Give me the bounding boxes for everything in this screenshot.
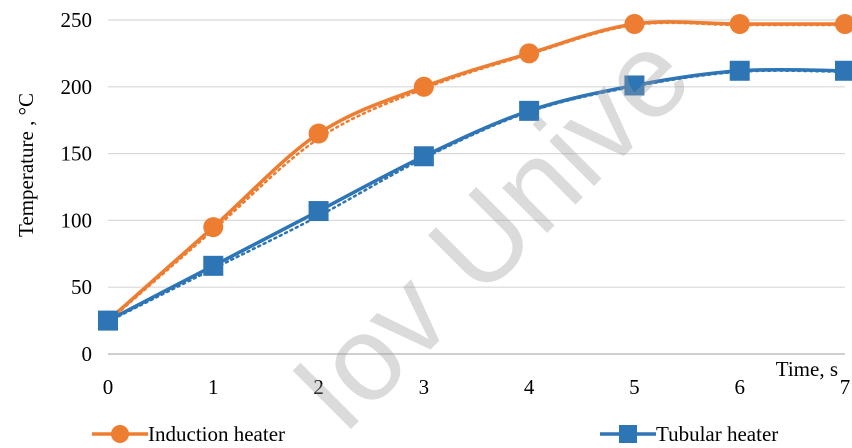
data-point [729,60,750,81]
data-point [308,201,329,222]
data-point [308,123,329,144]
y-axis-ticks: 0 50 100 150 200 250 [61,8,93,366]
data-point [413,76,434,97]
x-tick-label: 1 [208,375,219,399]
data-point [203,255,224,276]
data-point [624,75,645,96]
x-tick-label: 7 [840,375,851,399]
data-point [519,43,540,64]
x-tick-label: 5 [629,375,640,399]
watermark-text: Iov Unive [267,7,715,448]
y-tick-label: 150 [61,142,93,166]
data-point [98,310,118,331]
x-axis-ticks: 0 1 2 3 4 5 6 7 [103,375,851,399]
x-tick-label: 6 [734,375,745,399]
series-markers [98,14,852,331]
x-tick-label: 4 [524,375,535,399]
y-tick-label: 100 [61,208,93,232]
data-point [413,146,434,167]
y-tick-label: 200 [61,75,93,99]
x-tick-label: 3 [419,375,430,399]
series-line-2 [107,67,846,323]
legend-marker-2 [619,425,637,443]
data-point [519,100,540,121]
gridlines [108,19,845,288]
legend: Induction heater Tubular heater [92,422,778,446]
legend-marker-1 [111,425,129,443]
x-tick-label: 0 [103,375,114,399]
legend-label-1: Induction heater [148,422,285,446]
data-point [729,14,750,35]
x-axis-title: Time, s [776,357,838,381]
y-axis-title: Temperature , °C [14,93,38,237]
data-point [835,14,852,35]
data-point [203,217,224,238]
x-tick-label: 2 [313,375,324,399]
data-point [624,14,645,35]
legend-label-2: Tubular heater [656,422,778,446]
y-tick-label: 50 [71,275,92,299]
y-tick-label: 0 [82,342,93,366]
y-tick-label: 250 [61,8,93,32]
data-point [835,60,852,81]
